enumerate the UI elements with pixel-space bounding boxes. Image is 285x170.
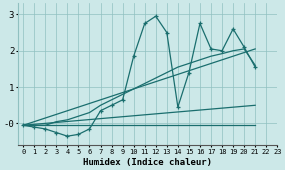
X-axis label: Humidex (Indice chaleur): Humidex (Indice chaleur) (83, 158, 212, 167)
